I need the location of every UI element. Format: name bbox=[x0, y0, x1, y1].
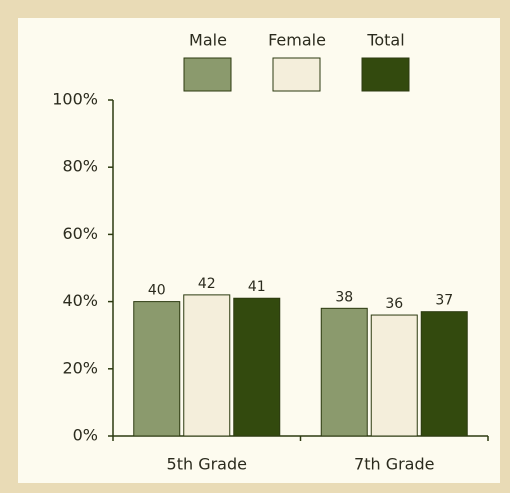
value-label: 42 bbox=[198, 276, 216, 292]
bar bbox=[420, 311, 468, 437]
y-tick-label: 60% bbox=[62, 224, 98, 243]
bar bbox=[133, 301, 181, 437]
bar bbox=[183, 294, 231, 437]
x-tick-label: 7th Grade bbox=[354, 455, 434, 474]
bar bbox=[320, 307, 368, 437]
value-label: 36 bbox=[385, 296, 403, 312]
y-tick-label: 0% bbox=[73, 426, 98, 445]
bar bbox=[233, 297, 281, 437]
x-tick-label: 5th Grade bbox=[167, 455, 247, 474]
legend-label: Female bbox=[268, 31, 326, 50]
legend-label: Male bbox=[189, 31, 227, 50]
y-tick-label: 40% bbox=[62, 291, 98, 310]
value-label: 37 bbox=[435, 293, 453, 309]
value-label: 40 bbox=[148, 283, 166, 299]
legend-label: Total bbox=[366, 31, 404, 50]
y-tick-label: 100% bbox=[52, 90, 98, 109]
value-label: 41 bbox=[248, 279, 266, 295]
value-label: 38 bbox=[335, 289, 353, 305]
y-tick-label: 80% bbox=[62, 157, 98, 176]
legend-swatch bbox=[183, 57, 232, 92]
y-tick-label: 20% bbox=[62, 358, 98, 377]
bar bbox=[370, 314, 418, 437]
legend-swatch bbox=[272, 57, 321, 92]
legend-swatch bbox=[361, 57, 410, 92]
